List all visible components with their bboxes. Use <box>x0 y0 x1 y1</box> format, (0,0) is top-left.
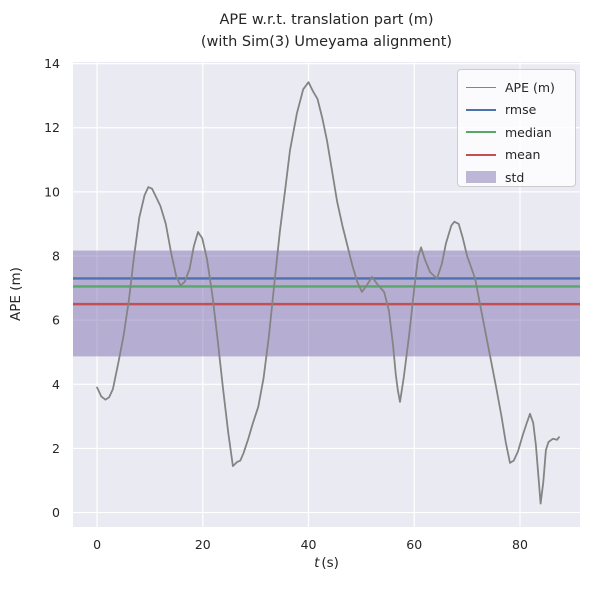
x-axis-label-variable: t <box>314 555 320 571</box>
y-tick-label-7: 14 <box>44 56 60 71</box>
y-tick-label-3: 6 <box>52 313 60 328</box>
ape-curve <box>96 81 560 505</box>
ape-line-swatch <box>466 86 496 88</box>
legend-label-mean: mean <box>505 147 541 163</box>
legend: APE (m) rmse median mean std <box>457 69 576 187</box>
x-axis-label: t (s) <box>73 555 580 571</box>
x-tick-label-3: 60 <box>406 537 422 552</box>
x-tick-label-4: 80 <box>512 537 528 552</box>
legend-item-median: median <box>458 121 575 144</box>
y-tick-label-5: 10 <box>44 184 60 199</box>
legend-item-rmse: rmse <box>458 99 575 122</box>
rmse-line-swatch <box>466 108 496 111</box>
y-tick-label-0: 0 <box>52 505 60 520</box>
median-line-swatch <box>466 131 496 134</box>
chart-title-line1: APE w.r.t. translation part (m) <box>219 12 434 28</box>
legend-label-ape: APE (m) <box>505 79 555 95</box>
chart-title-line2: (with Sim(3) Umeyama alignment) <box>200 34 453 50</box>
legend-label-median: median <box>505 124 552 140</box>
legend-label-rmse: rmse <box>505 102 537 118</box>
x-axis-label-unit: (s) <box>321 555 339 571</box>
x-tick-label-1: 20 <box>195 537 211 552</box>
x-tick-label-0: 0 <box>93 537 101 552</box>
y-tick-label-4: 8 <box>52 249 60 264</box>
std-patch-swatch <box>466 171 496 184</box>
y-tick-label-6: 12 <box>44 120 60 135</box>
y-axis-label: APE (m) <box>8 267 24 321</box>
y-tick-label-2: 4 <box>52 377 60 392</box>
y-tick-label-1: 2 <box>52 441 60 456</box>
legend-item-std: std <box>458 166 575 189</box>
legend-label-std: std <box>505 169 525 185</box>
x-tick-label-2: 40 <box>301 537 317 552</box>
mean-line-swatch <box>466 153 496 156</box>
legend-item-ape: APE (m) <box>458 76 575 99</box>
legend-item-mean: mean <box>458 144 575 167</box>
chart-title: APE w.r.t. translation part (m) (with Si… <box>73 9 580 53</box>
